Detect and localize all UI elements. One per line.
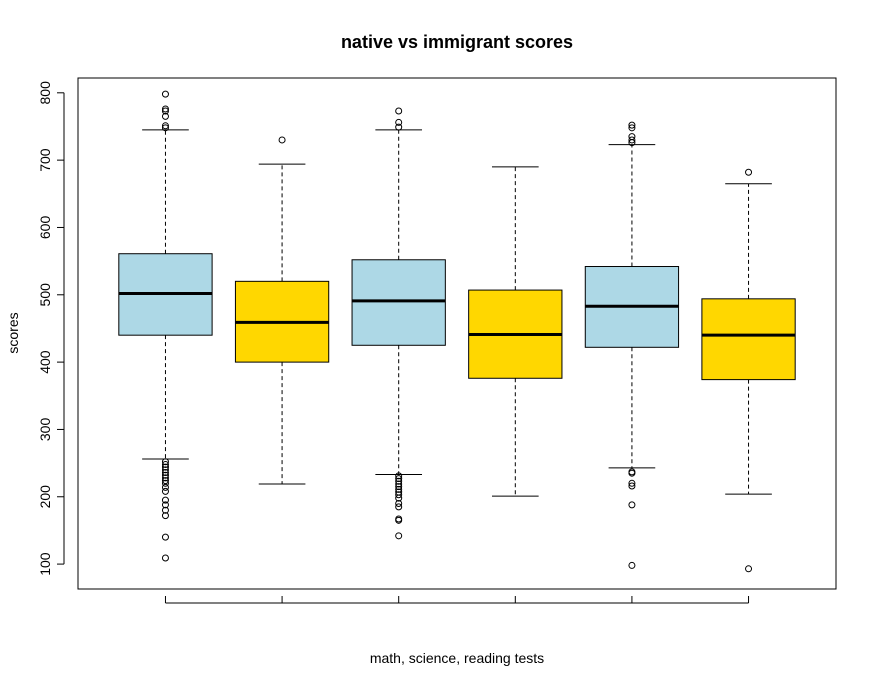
outlier-point bbox=[628, 468, 636, 476]
x-axis-label: math, science, reading tests bbox=[370, 650, 544, 666]
y-tick-label: 100 bbox=[37, 552, 53, 576]
outlier-point bbox=[628, 479, 636, 487]
box-3 bbox=[351, 107, 446, 540]
outlier-point bbox=[395, 480, 403, 488]
outlier-point bbox=[161, 107, 169, 115]
box-2 bbox=[234, 136, 330, 485]
outlier-point bbox=[161, 496, 169, 504]
outlier-point bbox=[395, 118, 403, 126]
outlier-point bbox=[161, 471, 169, 479]
y-tick-label: 800 bbox=[37, 81, 53, 105]
box-rect bbox=[351, 259, 446, 346]
outlier-point bbox=[395, 491, 403, 499]
outlier-point bbox=[161, 506, 169, 514]
outlier-point bbox=[161, 90, 169, 98]
outlier-point bbox=[395, 483, 403, 491]
outlier-point bbox=[161, 479, 169, 487]
box-1 bbox=[118, 90, 213, 562]
outlier-point bbox=[395, 472, 403, 480]
y-axis-label: scores bbox=[5, 312, 21, 353]
outlier-point bbox=[628, 121, 636, 129]
outlier-point bbox=[161, 105, 169, 113]
outlier-point bbox=[161, 501, 169, 509]
outlier-point bbox=[628, 561, 636, 569]
outlier-point bbox=[395, 123, 403, 131]
outlier-point bbox=[161, 112, 169, 120]
outlier-point bbox=[161, 477, 169, 485]
outlier-point bbox=[161, 512, 169, 520]
y-tick-label: 400 bbox=[37, 350, 53, 374]
outlier-point bbox=[161, 466, 169, 474]
outlier-point bbox=[628, 136, 636, 144]
outlier-point bbox=[745, 168, 753, 176]
outlier-point bbox=[161, 469, 169, 477]
outlier-point bbox=[395, 107, 403, 115]
outlier-point bbox=[161, 487, 169, 495]
outlier-point bbox=[161, 460, 169, 468]
y-tick-label: 300 bbox=[37, 418, 53, 442]
box-6 bbox=[701, 168, 796, 573]
box-4 bbox=[468, 166, 563, 497]
outlier-point bbox=[161, 463, 169, 471]
outlier-point bbox=[395, 515, 403, 523]
outlier-point bbox=[628, 501, 636, 509]
outlier-point bbox=[395, 477, 403, 485]
plot-area-frame bbox=[77, 77, 837, 590]
outlier-point bbox=[161, 533, 169, 541]
outlier-point bbox=[395, 488, 403, 496]
outlier-point bbox=[278, 136, 286, 144]
outlier-point bbox=[628, 124, 636, 132]
y-axis: 100 200 300 400 500 600 700 800 bbox=[37, 81, 65, 576]
boxes-group bbox=[118, 90, 796, 573]
y-tick-label: 600 bbox=[37, 216, 53, 240]
outlier-point bbox=[628, 133, 636, 141]
outlier-point bbox=[161, 122, 169, 130]
outlier-point bbox=[745, 565, 753, 573]
chart-title: native vs immigrant scores bbox=[341, 32, 573, 52]
box-5 bbox=[584, 121, 680, 569]
outlier-point bbox=[161, 554, 169, 562]
x-axis bbox=[164, 596, 750, 604]
y-tick-label: 500 bbox=[37, 283, 53, 307]
outlier-point bbox=[395, 485, 403, 493]
outlier-point bbox=[161, 124, 169, 132]
y-tick-label: 700 bbox=[37, 148, 53, 172]
outlier-point bbox=[395, 475, 403, 483]
outlier-point bbox=[395, 503, 403, 511]
y-tick-label: 200 bbox=[37, 485, 53, 509]
outlier-point bbox=[161, 474, 169, 482]
box-rect bbox=[701, 298, 796, 381]
outlier-point bbox=[628, 482, 636, 490]
outlier-point bbox=[161, 458, 169, 466]
outlier-point bbox=[395, 532, 403, 540]
outlier-point bbox=[161, 483, 169, 491]
outlier-point bbox=[395, 499, 403, 507]
